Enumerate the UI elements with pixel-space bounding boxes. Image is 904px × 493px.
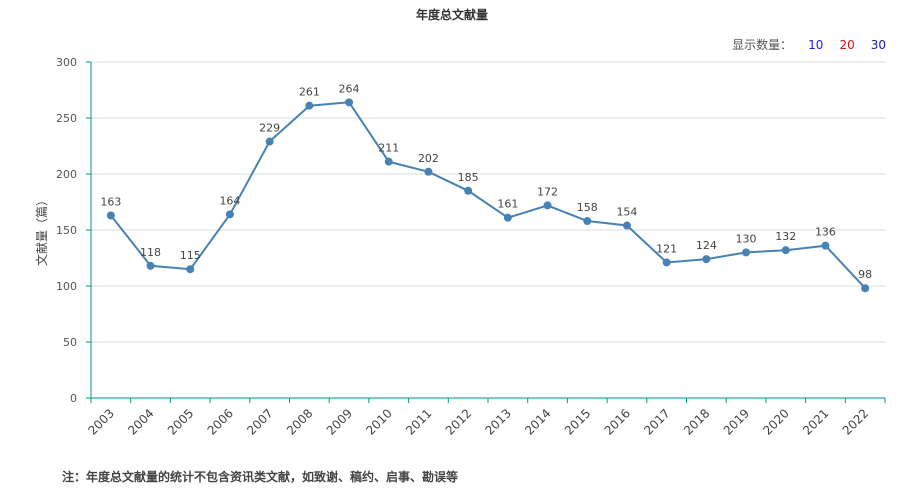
data-label: 158	[577, 201, 598, 214]
data-label: 98	[858, 268, 872, 281]
display-count-selector: 显示数量： 10 20 30	[732, 36, 886, 53]
data-point[interactable]	[106, 211, 115, 220]
data-label: 154	[616, 206, 637, 219]
data-label: 121	[656, 242, 677, 255]
data-point[interactable]	[742, 248, 751, 257]
x-tick-label: 2014	[522, 406, 553, 437]
data-point[interactable]	[821, 241, 830, 250]
y-tick-labels: 0 50 100 150 200 250 300	[56, 56, 77, 405]
x-tick-label: 2006	[205, 406, 236, 437]
data-label: 124	[696, 239, 717, 252]
y-axis-label: 文献量（篇）	[34, 194, 49, 266]
data-label: 118	[140, 246, 161, 259]
x-tick-label: 2017	[641, 406, 672, 437]
data-point[interactable]	[861, 284, 870, 293]
data-label: 115	[180, 249, 201, 262]
y-tick-label: 300	[56, 56, 77, 69]
x-tick-label: 2009	[324, 406, 355, 437]
data-label: 172	[537, 185, 558, 198]
x-tick-label: 2015	[562, 406, 593, 437]
data-point[interactable]	[702, 255, 711, 264]
data-label: 161	[497, 198, 518, 211]
x-tick-label: 2008	[284, 406, 315, 437]
data-point[interactable]	[345, 98, 354, 107]
x-tick-label: 2007	[244, 406, 275, 437]
x-tick-label: 2004	[125, 406, 156, 437]
y-tick-label: 150	[56, 224, 77, 237]
data-labels: 163 118 115 164 229 261 264 211 202 185 161 172 158 1…	[100, 82, 872, 281]
x-tick-label: 2003	[85, 406, 116, 437]
data-label: 130	[736, 232, 757, 245]
x-tick-label: 2016	[602, 406, 633, 437]
data-point[interactable]	[503, 213, 512, 222]
x-tick-labels: 2003 2004 2005 2006 2007 2008 2009 2010 2011 2012…	[85, 406, 871, 437]
data-point[interactable]	[622, 221, 631, 230]
display-count-label: 显示数量：	[732, 38, 793, 52]
data-label: 185	[458, 171, 479, 184]
y-tick-label: 200	[56, 168, 77, 181]
data-point[interactable]	[265, 137, 274, 146]
x-tick-label: 2020	[760, 406, 791, 437]
x-tick-label: 2019	[721, 406, 752, 437]
data-point[interactable]	[464, 186, 473, 195]
display-count-option-20[interactable]: 20	[839, 37, 855, 52]
x-tick-label: 2005	[165, 406, 196, 437]
x-tick-label: 2011	[403, 406, 434, 437]
display-count-option-10[interactable]: 10	[808, 37, 824, 52]
data-point[interactable]	[225, 210, 234, 219]
y-tick-label: 0	[70, 392, 77, 405]
grid-lines	[91, 61, 885, 343]
x-tick-label: 2022	[840, 406, 871, 437]
data-point[interactable]	[186, 265, 195, 274]
data-label: 261	[299, 86, 320, 99]
data-label: 211	[378, 142, 399, 155]
y-tick-label: 100	[56, 280, 77, 293]
data-label: 229	[259, 122, 280, 135]
x-tick-label: 2018	[681, 406, 712, 437]
footnote: 注：年度总文献量的统计不包含资讯类文献，如致谢、稿约、启事、勘误等	[62, 470, 459, 484]
x-tick-label: 2013	[482, 406, 513, 437]
data-point[interactable]	[424, 167, 433, 176]
data-point[interactable]	[384, 157, 393, 166]
display-count-option-30[interactable]: 30	[870, 37, 886, 52]
y-tick-label: 250	[56, 112, 77, 125]
data-label: 164	[219, 194, 240, 207]
chart-title: 年度总文献量	[415, 8, 488, 22]
data-point[interactable]	[662, 258, 671, 267]
axes	[86, 61, 886, 403]
data-label: 163	[100, 195, 121, 208]
data-point[interactable]	[583, 217, 592, 226]
data-points	[106, 98, 870, 293]
x-tick-label: 2010	[363, 406, 394, 437]
data-point[interactable]	[781, 246, 790, 255]
data-label: 136	[815, 226, 836, 239]
y-tick-label: 50	[63, 336, 77, 349]
data-point[interactable]	[543, 201, 552, 210]
data-point[interactable]	[146, 261, 155, 270]
data-label: 202	[418, 152, 439, 165]
series-line	[110, 101, 866, 289]
data-label: 132	[775, 230, 796, 243]
x-tick-label: 2021	[800, 406, 831, 437]
x-tick-label: 2012	[443, 406, 474, 437]
data-point[interactable]	[305, 101, 314, 110]
data-label: 264	[339, 82, 360, 95]
